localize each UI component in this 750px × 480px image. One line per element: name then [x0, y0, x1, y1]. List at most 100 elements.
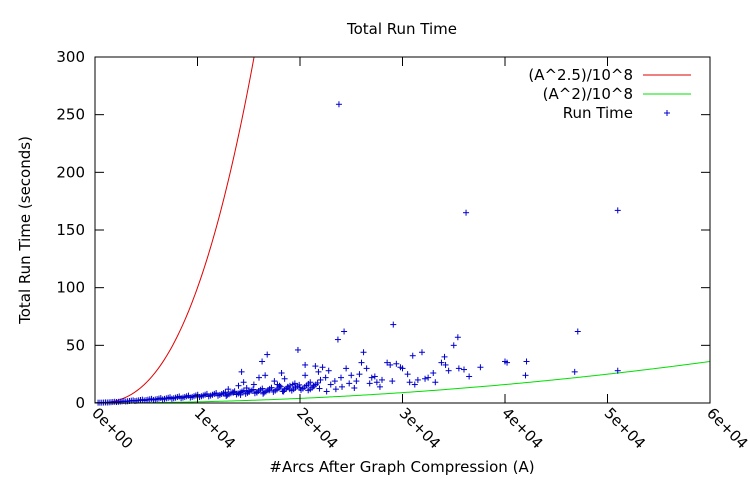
x-tick-label: 0e+00	[88, 404, 136, 452]
data-point	[327, 381, 334, 388]
data-point	[373, 379, 380, 386]
data-point	[250, 381, 257, 388]
data-point	[463, 209, 470, 216]
x-tick-label: 3e+04	[396, 404, 444, 452]
data-point	[366, 380, 373, 387]
data-point	[360, 349, 367, 356]
data-point	[225, 386, 232, 393]
x-tick-label: 4e+04	[498, 404, 546, 452]
data-point	[393, 360, 400, 367]
x-tick-label: 5e+04	[601, 404, 649, 452]
data-point	[522, 372, 529, 379]
data-point	[256, 374, 262, 381]
data-point	[614, 367, 621, 374]
data-point	[432, 379, 439, 386]
data-point	[264, 351, 271, 358]
data-point	[341, 328, 348, 335]
data-point	[316, 385, 323, 392]
curve-line	[95, 57, 255, 403]
data-point	[250, 386, 257, 393]
data-point	[310, 382, 317, 389]
data-point	[348, 372, 355, 379]
data-point	[307, 379, 314, 386]
data-point	[284, 383, 291, 390]
data-point	[445, 367, 452, 374]
data-point	[338, 374, 344, 381]
data-point	[422, 375, 429, 382]
data-point	[390, 321, 397, 328]
data-point	[274, 381, 281, 388]
data-point	[271, 378, 278, 385]
y-tick-label: 200	[56, 163, 85, 181]
data-point	[245, 388, 252, 395]
legend-label: Run Time	[563, 104, 633, 122]
data-point	[430, 370, 437, 377]
data-point	[334, 336, 341, 343]
data-point	[317, 376, 324, 383]
data-point	[466, 373, 473, 380]
data-point	[376, 383, 383, 390]
data-point	[504, 359, 511, 366]
data-point	[574, 328, 581, 335]
data-point	[477, 364, 484, 371]
y-tick-label: 0	[75, 394, 85, 412]
data-point	[356, 371, 363, 378]
x-tick-label: 1e+04	[191, 404, 239, 452]
data-point	[363, 365, 370, 372]
y-tick-label: 50	[66, 336, 85, 354]
data-point	[450, 342, 457, 349]
data-point	[441, 353, 448, 360]
data-point	[281, 375, 288, 382]
data-point	[223, 393, 230, 400]
legend-label: (A^2.5)/10^8	[528, 66, 633, 84]
data-point	[409, 352, 416, 359]
data-point	[260, 390, 267, 397]
y-axis-label: Total Run Time (seconds)	[16, 136, 34, 325]
data-point	[368, 374, 375, 381]
data-point	[614, 207, 621, 214]
chart-title: Total Run Time	[346, 20, 457, 38]
data-point	[319, 364, 326, 371]
data-point	[387, 361, 394, 368]
data-point	[571, 368, 578, 375]
legend-label: (A^2)/10^8	[543, 85, 633, 103]
data-point	[322, 374, 329, 381]
data-point	[231, 388, 238, 395]
data-point	[238, 368, 245, 375]
data-point	[230, 389, 237, 396]
data-point	[259, 358, 266, 365]
data-point	[343, 365, 350, 372]
y-tick-label: 300	[56, 48, 85, 66]
data-point	[371, 373, 378, 380]
data-point	[312, 363, 319, 370]
data-point	[461, 366, 467, 373]
data-point	[389, 378, 396, 385]
x-axis-label: #Arcs After Graph Compression (A)	[269, 458, 534, 476]
data-point	[332, 386, 339, 393]
data-point	[339, 383, 346, 390]
data-point	[411, 381, 418, 388]
data-point	[262, 372, 269, 379]
data-point	[346, 380, 353, 387]
data-point	[406, 379, 413, 386]
data-point	[353, 378, 360, 385]
data-point	[455, 365, 462, 372]
data-point	[314, 379, 321, 386]
x-tick-label: 6e+04	[703, 404, 750, 452]
data-point	[323, 388, 330, 395]
data-point	[294, 346, 301, 353]
data-point	[384, 359, 391, 366]
axes: 0 50 100 150 200 250 300 0e+00 1e+04 2e+04 3e+04 4e…	[56, 48, 750, 452]
data-point	[297, 385, 303, 392]
data-point	[302, 372, 309, 379]
data-point	[243, 385, 250, 392]
data-point	[379, 376, 385, 383]
data-point	[351, 385, 358, 392]
data-point	[425, 374, 432, 381]
x-tick-label: 2e+04	[293, 404, 341, 452]
y-tick-label: 150	[56, 221, 85, 239]
data-point	[280, 388, 287, 395]
data-point	[315, 368, 322, 375]
data-point	[237, 391, 244, 398]
